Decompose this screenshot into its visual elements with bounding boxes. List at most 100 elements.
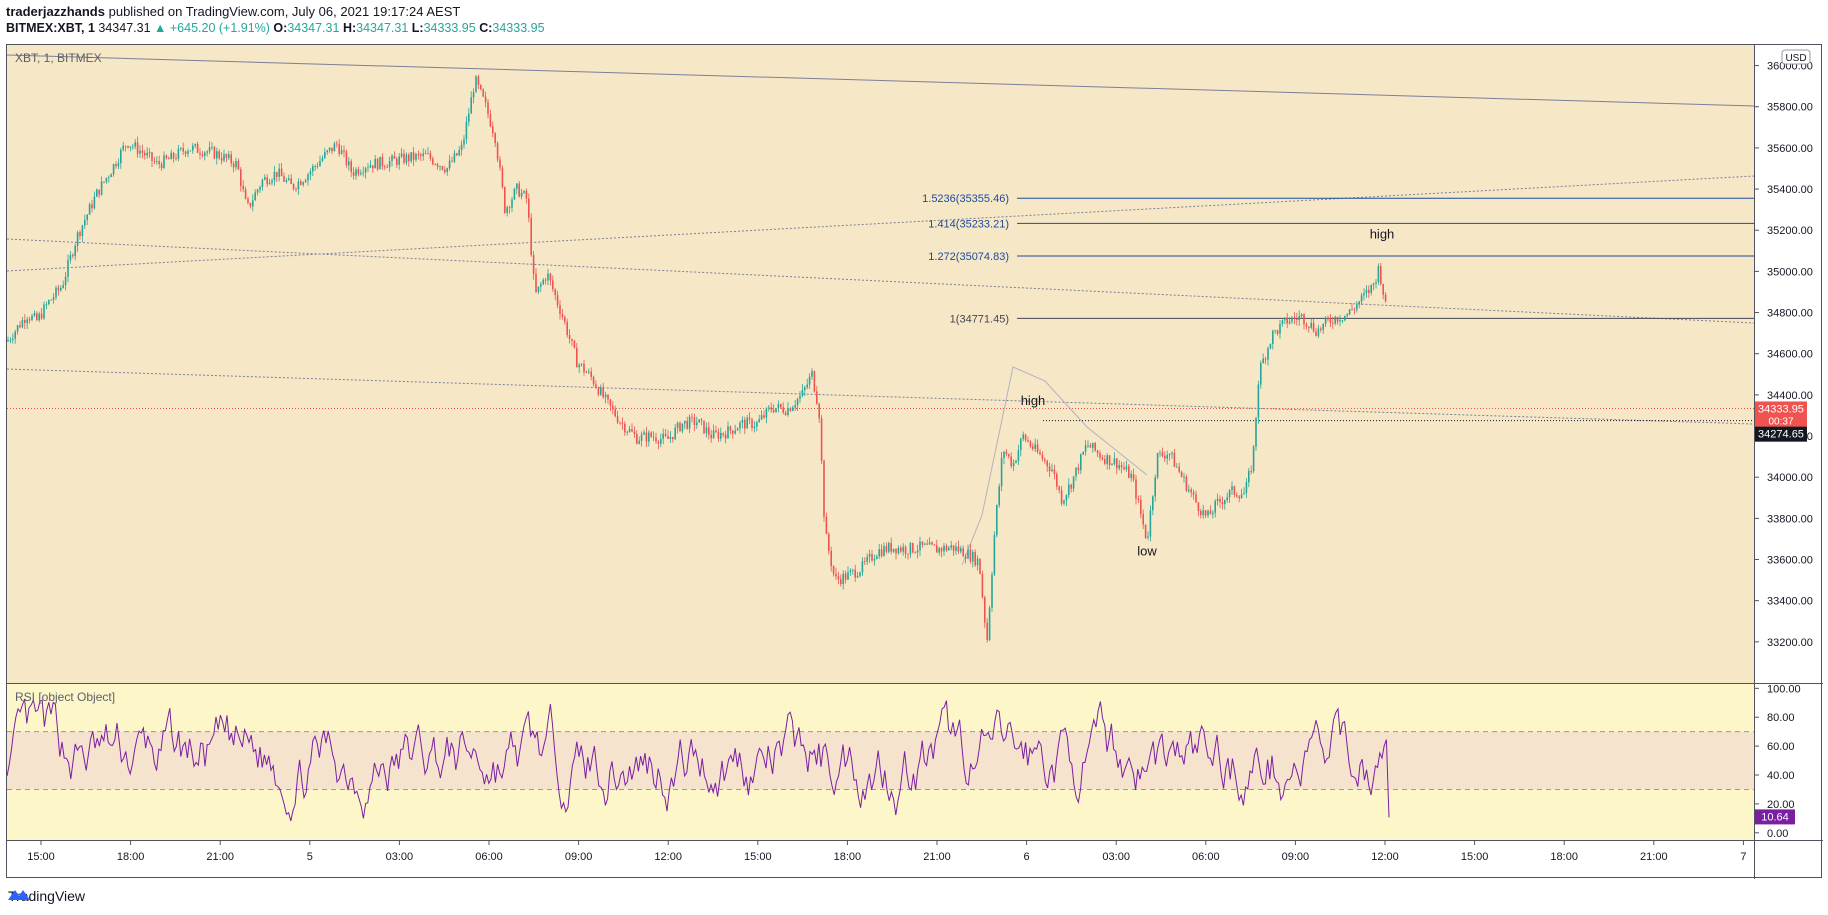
candle-body [1272,330,1274,344]
trend-lines[interactable] [7,54,1755,566]
candle-body [1257,384,1260,418]
candle-body [1274,330,1276,332]
candle-body [693,417,696,426]
candle-body [57,287,60,291]
candle-body [105,177,108,182]
trend-line-mid[interactable] [7,238,1755,324]
candle-body [984,597,986,623]
ray-price-tag[interactable] [1755,426,1807,442]
candle-body [192,145,194,151]
candle-body [120,149,122,164]
candle-body [1164,456,1166,459]
price-tick-label: 33400.00 [1767,596,1813,608]
candle-body [883,546,885,556]
candle-body [1339,320,1341,322]
candle-body [132,146,134,148]
candle-body [1128,466,1130,478]
candle-body [535,273,537,293]
footer[interactable]: TradingView [8,888,85,904]
wave-line[interactable] [961,366,1148,566]
price-candles [7,74,1387,643]
candle-body [283,176,285,182]
candle-body [1147,536,1149,538]
candle-body [753,426,756,429]
candle-body [189,150,192,152]
symbol: BITMEX:XBT, 1 [6,21,95,35]
candle-body [1238,496,1240,499]
candle-body [324,152,326,158]
candle-body [1188,489,1190,491]
rsi-tick-label: 80.00 [1767,712,1795,724]
candle-body [350,161,352,173]
rsi-last-tag[interactable] [1755,809,1795,825]
candle-body [787,408,789,416]
trend-line-top[interactable] [7,54,1755,107]
candle-body [230,154,232,164]
candle-body [861,561,864,573]
candle-body [722,433,724,435]
last-price-tag[interactable] [1755,401,1807,428]
wave-annotation[interactable]: high [1370,226,1395,241]
candle-body [336,143,338,145]
rsi-tick-label: 0.00 [1767,828,1788,840]
open-value: 34347.31 [287,21,340,35]
candle-body [38,313,40,321]
trend-line-rising[interactable] [7,175,1755,272]
price-tick-label: 34800.00 [1767,308,1813,320]
candle-body [480,84,482,90]
fib-level-label: 1.414(35233.21) [928,218,1009,230]
candle-body [434,164,436,165]
candle-body [1056,473,1058,487]
candle-body [511,199,513,208]
main-pane[interactable] [7,45,1754,683]
chart-svg[interactable]: 1.5236(35355.46) 1.414(35233.21) 1.272(350… [7,45,1823,879]
candle-body [1293,317,1296,319]
candle-body [1053,469,1056,474]
candle-body [508,207,511,208]
candle-body [1159,452,1161,454]
time-tick-label: 7 [1740,851,1746,863]
annotations[interactable]: high low high [1021,226,1395,558]
tradingview-logo-icon[interactable] [8,888,30,902]
candle-body [1087,445,1089,447]
rsi-axis[interactable]: 100.00 80.00 60.00 40.00 20.00 0.00 10.64 [1754,683,1801,840]
candle-body [153,160,156,162]
candle-body [331,147,333,152]
candle-body [384,166,386,168]
currency-badge[interactable] [1781,49,1811,65]
candle-body [828,534,830,552]
price-axis[interactable]: 36000.0035800.0035600.0035400.0035200.00… [1754,61,1813,649]
candle-body [355,169,357,176]
time-axis[interactable]: 15:00 18:00 21:00 5 03:00 06:00 09:00 12:00 15:0… [27,840,1746,863]
candle-body [943,545,945,552]
price-tick-label: 34600.00 [1767,349,1813,361]
candle-body [1173,452,1176,467]
candle-body [432,158,434,165]
rsi-band [7,731,1754,790]
candle-body [628,429,631,432]
candle-body [765,408,768,418]
candle-body [352,172,355,176]
candle-body [7,340,9,342]
candle-body [818,403,820,419]
candle-body [940,547,943,552]
wave-annotation[interactable]: low [1137,543,1157,558]
candle-body [28,319,31,321]
candle-body [1197,502,1200,512]
candle-body [218,151,220,158]
candle-body [604,394,607,398]
trend-line-lower[interactable] [7,368,1755,425]
candle-body [640,434,643,441]
rsi-last-value: 10.64 [1761,811,1789,823]
candle-body [225,154,228,158]
candle-body [960,548,962,552]
wave-annotation[interactable]: high [1021,393,1046,408]
fib-levels[interactable]: 1.5236(35355.46) 1.414(35233.21) 1.272(350… [7,193,1754,422]
candle-body [1116,458,1118,469]
author-name[interactable]: traderjazzhands [6,4,105,19]
chart-frame[interactable]: 1.5236(35355.46) 1.414(35233.21) 1.272(350… [6,44,1823,879]
candle-body [1377,266,1380,283]
candle-body [1113,458,1116,464]
candle-body [266,177,268,185]
candle-body [528,198,530,218]
